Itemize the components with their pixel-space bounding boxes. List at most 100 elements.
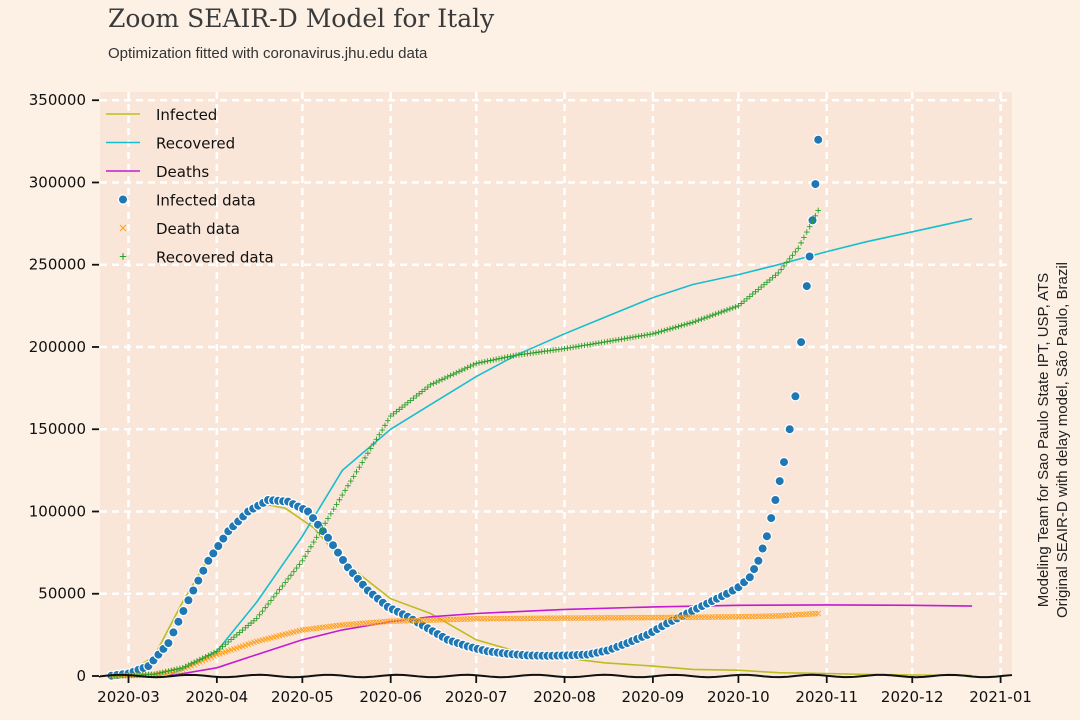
legend-label: Infected: [156, 106, 217, 124]
data-point: [433, 379, 440, 385]
data-point: [251, 617, 257, 624]
data-point: [578, 343, 585, 349]
data-point: [359, 459, 365, 466]
side-note-line-1: Modeling Team for Sao Paulo State IPT, U…: [1035, 272, 1052, 608]
data-point: [661, 327, 668, 334]
data-point: [670, 325, 676, 331]
data-point: [744, 296, 750, 302]
data-point: [382, 422, 388, 429]
data-point: [561, 345, 568, 352]
data-point: [424, 384, 431, 390]
data-point: [698, 316, 705, 323]
data-point: [342, 487, 348, 494]
data-point: [231, 634, 237, 641]
data-point: [171, 666, 177, 673]
data-point: [595, 340, 602, 346]
data-point: [399, 404, 405, 410]
data-point: [259, 608, 266, 615]
data-point: [282, 579, 289, 586]
data-point: [279, 583, 286, 589]
x-tick-label: 2020-04: [186, 688, 249, 706]
data-point: [624, 335, 631, 341]
data-point: [256, 612, 263, 618]
data-point: [436, 378, 442, 384]
data-point: [288, 572, 294, 579]
data-point: [755, 286, 762, 293]
data-point: [337, 554, 349, 566]
legend: Infected Recovered Deaths Infected data Deat…: [106, 106, 274, 267]
data-point: [165, 668, 172, 674]
data-point: [804, 251, 815, 262]
data-point: [218, 533, 229, 544]
data-point: [774, 475, 785, 487]
data-point: [587, 341, 593, 348]
data-point: [462, 365, 468, 372]
data-point: [621, 335, 628, 342]
data-point: [815, 207, 821, 214]
data-point: [450, 371, 457, 377]
series-recovered-data: [108, 207, 821, 679]
data-point: [159, 669, 166, 676]
data-point: [761, 281, 767, 288]
data-point: [350, 473, 357, 480]
data-point: [784, 259, 790, 266]
data-point: [789, 252, 796, 259]
data-point: [305, 548, 311, 555]
data-point: [507, 353, 514, 360]
data-point: [775, 270, 782, 276]
data-point: [390, 411, 397, 417]
data-point: [296, 561, 303, 568]
x-tick-label: 2020-06: [359, 688, 422, 706]
data-point: [348, 478, 354, 484]
legend-item: Infected data: [117, 192, 256, 210]
x-tick-label: 2020-03: [97, 688, 160, 706]
data-point: [273, 590, 280, 597]
data-point: [163, 637, 174, 649]
data-point: [193, 575, 204, 586]
data-point: [761, 531, 773, 542]
data-point: [655, 329, 662, 335]
series-layer: [105, 134, 973, 681]
data-point: [456, 368, 462, 375]
data-point: [687, 320, 693, 326]
data-point: [219, 643, 226, 650]
data-point: [327, 540, 339, 551]
data-point: [501, 354, 508, 361]
data-point: [216, 646, 223, 652]
data-point: [801, 234, 807, 241]
data-point: [178, 605, 189, 617]
data-point: [356, 464, 363, 470]
data-point: [393, 408, 400, 415]
series-deaths: [168, 604, 973, 677]
data-point: [353, 469, 360, 475]
data-point: [413, 393, 420, 399]
data-point: [581, 342, 588, 349]
data-point: [721, 308, 727, 314]
data-point: [385, 417, 391, 424]
data-point: [709, 312, 716, 318]
data-point: [748, 563, 760, 575]
data-point: [718, 309, 725, 315]
data-point: [402, 402, 408, 408]
y-tick-label: 100000: [29, 502, 86, 520]
data-point: [618, 336, 625, 342]
data-point: [792, 249, 799, 255]
data-point: [222, 641, 229, 648]
series-line: [168, 217, 973, 677]
data-point: [692, 318, 699, 325]
data-point: [764, 279, 770, 286]
data-point: [345, 482, 351, 489]
data-point: [504, 354, 511, 360]
data-point: [330, 506, 337, 512]
data-point: [333, 501, 340, 508]
data-point: [182, 663, 189, 670]
data-point: [678, 322, 685, 329]
data-point: [214, 648, 220, 655]
data-point: [328, 511, 334, 517]
data-point: [601, 339, 608, 345]
data-point: [784, 424, 795, 435]
x-tick-label: 2020-11: [795, 688, 858, 706]
data-point: [430, 380, 437, 387]
data-point: [208, 548, 219, 559]
